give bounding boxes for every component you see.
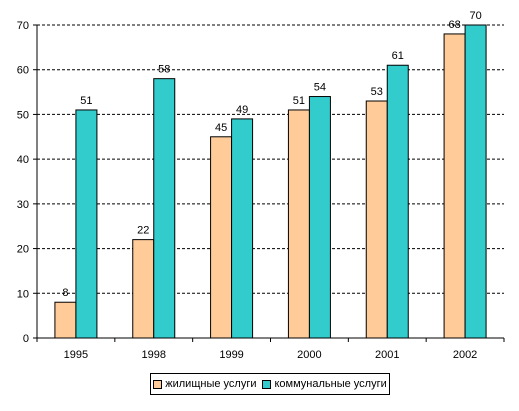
bar xyxy=(287,109,310,339)
legend-item-housing: жилищные услуги xyxy=(153,378,256,390)
bar xyxy=(153,78,176,339)
y-tick-label: 60 xyxy=(17,65,29,77)
bar xyxy=(443,33,466,339)
legend-label-communal: коммунальные услуги xyxy=(274,378,387,390)
bar xyxy=(231,118,254,339)
x-tick-label: 1998 xyxy=(142,349,166,361)
data-label: 49 xyxy=(236,104,248,116)
x-tick-label: 1995 xyxy=(64,349,88,361)
y-tick-label: 50 xyxy=(17,109,29,121)
data-label: 51 xyxy=(293,95,305,107)
data-label: 54 xyxy=(314,82,326,94)
data-label: 22 xyxy=(137,225,149,237)
bar xyxy=(75,109,98,339)
x-tick-label: 2000 xyxy=(297,349,321,361)
y-tick-label: 30 xyxy=(17,199,29,211)
bar xyxy=(464,24,487,339)
data-label: 58 xyxy=(158,64,170,76)
data-label: 8 xyxy=(62,287,68,299)
bar xyxy=(386,64,409,339)
y-tick-label: 70 xyxy=(17,20,29,32)
legend-label-housing: жилищные услуги xyxy=(165,378,257,390)
data-label: 45 xyxy=(215,122,227,134)
legend-item-communal: коммунальные услуги xyxy=(262,378,387,390)
x-tick-label: 1999 xyxy=(219,349,243,361)
data-label: 61 xyxy=(392,50,404,62)
data-label: 51 xyxy=(80,95,92,107)
legend-swatch-communal xyxy=(262,379,272,389)
y-tick-label: 20 xyxy=(17,244,29,256)
bar xyxy=(365,100,388,339)
bar xyxy=(132,239,155,339)
bar xyxy=(54,301,77,339)
data-label: 53 xyxy=(371,86,383,98)
bar xyxy=(210,136,233,339)
data-label: 68 xyxy=(448,19,460,31)
x-tick-label: 2002 xyxy=(453,349,477,361)
x-tick-label: 2001 xyxy=(375,349,399,361)
chart-legend: жилищные услуги коммунальные услуги xyxy=(150,373,390,395)
data-label: 70 xyxy=(469,10,481,22)
y-tick-label: 40 xyxy=(17,154,29,166)
y-tick-label: 0 xyxy=(23,333,29,345)
bar xyxy=(308,96,331,339)
y-tick-label: 10 xyxy=(17,288,29,300)
legend-swatch-housing xyxy=(153,379,163,389)
